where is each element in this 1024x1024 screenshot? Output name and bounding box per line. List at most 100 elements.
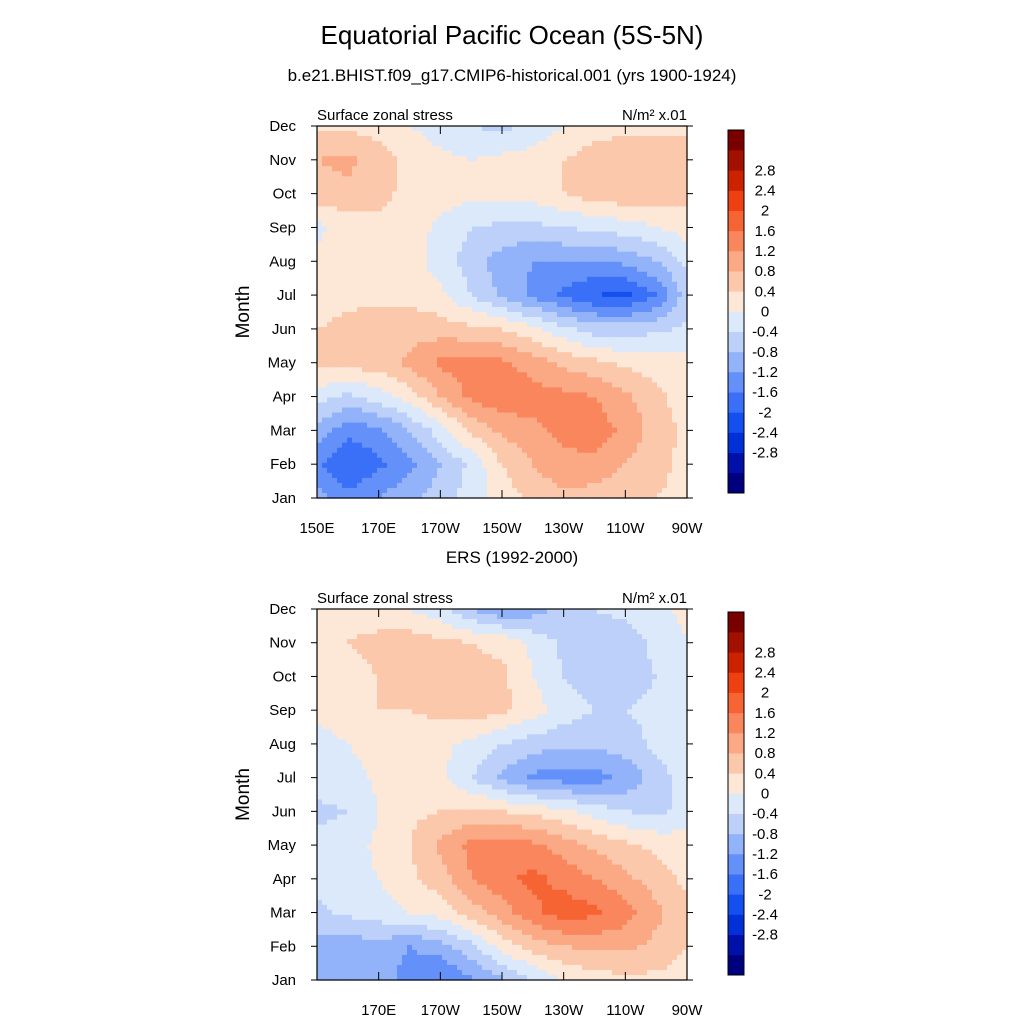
- panel-1-cell: [657, 432, 663, 439]
- panel-1-cell: [432, 372, 438, 378]
- panel-1-cell: [332, 352, 338, 358]
- panel-1-cell: [537, 246, 543, 253]
- panel-1-cell: [657, 286, 663, 293]
- panel-1-cell: [552, 452, 558, 459]
- panel-1-cell: [412, 176, 418, 182]
- panel-1-cell: [337, 271, 343, 278]
- panel-1-cell: [512, 166, 518, 172]
- panel-1-cell: [657, 407, 663, 414]
- panel-1-cell: [527, 457, 533, 464]
- panel-1-cell: [447, 417, 453, 424]
- panel-1-cell: [352, 457, 358, 464]
- panel-1-cell: [377, 362, 383, 368]
- panel-1-cell: [422, 271, 428, 278]
- panel-1-cell: [317, 327, 323, 333]
- panel-1-cell: [447, 151, 453, 157]
- panel-1-cell: [332, 407, 338, 414]
- panel-1-cell: [367, 151, 373, 157]
- panel-1-cell: [442, 246, 448, 253]
- panel-1-cell: [322, 291, 328, 298]
- panel-1-cell: [527, 392, 533, 399]
- panel-1-cell: [632, 306, 638, 313]
- panel-1-cell: [522, 271, 528, 278]
- panel-1-cell: [672, 417, 678, 424]
- panel-1-cell: [482, 181, 488, 187]
- panel-1-cell: [512, 196, 518, 203]
- panel-1-cell: [377, 141, 383, 147]
- panel-1-cell: [622, 387, 628, 394]
- panel-1-cell: [492, 261, 498, 268]
- panel-1-cell: [322, 296, 328, 303]
- panel-1-cell: [482, 377, 488, 383]
- panel-1-cell: [377, 211, 383, 218]
- panel-1-cell: [612, 236, 618, 243]
- panel-1-cell: [412, 312, 418, 318]
- panel-1-cell: [482, 146, 488, 152]
- panel-1-cell: [512, 347, 518, 353]
- panel-1-cell: [382, 186, 388, 192]
- panel-1-cell: [667, 317, 673, 323]
- panel-1-cell: [492, 141, 498, 147]
- panel-1-cell: [652, 352, 658, 358]
- panel-1-cell: [382, 216, 388, 223]
- panel-1-cell: [612, 372, 618, 378]
- panel-1-cell: [417, 251, 423, 258]
- panel-1-cell: [592, 146, 598, 152]
- panel-1-cell: [372, 281, 378, 288]
- panel-1-cell: [467, 146, 473, 152]
- panel-1-cell: [522, 301, 528, 308]
- panel-1-cell: [622, 261, 628, 268]
- panel-1-cell: [447, 271, 453, 278]
- panel-1-cell: [677, 337, 683, 343]
- panel-1-cell: [432, 261, 438, 268]
- panel-1-cell: [632, 251, 638, 258]
- panel-1-cell: [397, 136, 403, 142]
- panel-1-cell: [677, 141, 683, 147]
- panel-1-cell: [422, 216, 428, 223]
- panel-1-cell: [357, 176, 363, 182]
- panel-1-cell: [472, 442, 478, 449]
- panel-1-cell: [422, 156, 428, 162]
- panel-1-cell: [452, 332, 458, 338]
- panel-1-cell: [362, 126, 368, 132]
- panel-1-cell: [317, 201, 323, 208]
- panel-1-cell: [682, 362, 688, 368]
- panel-1-cell: [447, 131, 453, 137]
- panel-1-cell: [607, 246, 613, 253]
- panel-1-cell: [412, 317, 418, 323]
- panel-1-cell: [387, 156, 393, 162]
- panel-1-cell: [417, 241, 423, 248]
- panel-1-cell: [442, 166, 448, 172]
- panel-1-cell: [682, 352, 688, 358]
- panel-1-cell: [507, 286, 513, 293]
- panel-1-cell: [397, 256, 403, 263]
- panel-1-cell: [332, 141, 338, 147]
- panel-1-cell: [652, 347, 658, 353]
- panel-1-cell: [597, 206, 603, 213]
- panel-1-cell: [347, 387, 353, 394]
- panel-1-cell: [512, 342, 518, 348]
- panel-1-cell: [667, 276, 673, 283]
- panel-1-cell: [387, 166, 393, 172]
- panel-1-cell: [522, 367, 528, 373]
- panel-1-cell: [487, 332, 493, 338]
- panel-1-cell: [517, 322, 523, 328]
- panel-1-cell: [477, 291, 483, 298]
- panel-1-cell: [397, 276, 403, 283]
- panel-1-cell: [627, 251, 633, 258]
- panel-1-cell: [442, 382, 448, 389]
- panel-1-cell: [417, 367, 423, 373]
- panel-1-cell: [337, 387, 343, 394]
- panel-1-cell: [677, 397, 683, 404]
- panel-1-cell: [377, 337, 383, 343]
- panel-1-cell: [607, 327, 613, 333]
- panel-1-cell: [507, 382, 513, 389]
- panel-1-cell: [392, 447, 398, 454]
- panel-1-cell: [632, 337, 638, 343]
- panel-1-cell: [417, 352, 423, 358]
- panel-1-cell: [357, 447, 363, 454]
- panel-1-cell: [637, 286, 643, 293]
- panel-1-cell: [527, 136, 533, 142]
- panel-1-cell: [492, 442, 498, 449]
- panel-1-cell: [517, 276, 523, 283]
